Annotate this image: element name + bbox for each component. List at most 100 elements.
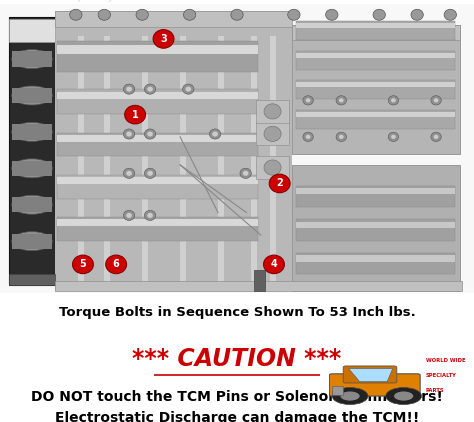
Circle shape — [183, 9, 196, 20]
Ellipse shape — [12, 86, 52, 105]
FancyBboxPatch shape — [343, 366, 397, 383]
Circle shape — [212, 132, 218, 137]
Text: 4: 4 — [271, 260, 277, 269]
Circle shape — [431, 132, 441, 141]
Circle shape — [391, 135, 396, 139]
Circle shape — [326, 9, 338, 20]
Bar — [296, 110, 455, 129]
Circle shape — [126, 132, 132, 137]
Circle shape — [210, 129, 221, 139]
Ellipse shape — [12, 232, 52, 251]
Bar — [296, 51, 455, 70]
Text: 3: 3 — [160, 34, 167, 44]
Circle shape — [388, 96, 399, 105]
Circle shape — [123, 84, 135, 94]
Ellipse shape — [12, 159, 52, 178]
Circle shape — [185, 87, 191, 92]
Bar — [296, 222, 455, 228]
Bar — [180, 36, 186, 283]
Bar — [256, 100, 289, 123]
Bar — [12, 197, 52, 212]
Circle shape — [306, 98, 310, 103]
Bar — [12, 124, 52, 140]
Bar — [55, 281, 462, 291]
Circle shape — [264, 126, 281, 141]
Bar — [12, 51, 52, 67]
Circle shape — [125, 106, 146, 124]
Bar — [55, 11, 292, 27]
Bar — [9, 19, 55, 42]
Circle shape — [264, 104, 281, 119]
Circle shape — [123, 168, 135, 179]
Circle shape — [153, 30, 174, 48]
Circle shape — [145, 210, 156, 220]
Bar — [296, 23, 455, 28]
Text: Torque Bolts in Sequence Shown To 53 Inch lbs.: Torque Bolts in Sequence Shown To 53 Inc… — [59, 306, 415, 319]
Circle shape — [70, 9, 82, 20]
Circle shape — [240, 168, 251, 179]
Circle shape — [388, 132, 399, 141]
Circle shape — [386, 387, 421, 405]
Circle shape — [126, 171, 132, 176]
Bar — [296, 82, 455, 87]
Bar — [57, 41, 258, 72]
Circle shape — [434, 135, 438, 139]
Ellipse shape — [12, 49, 52, 68]
Bar — [57, 44, 258, 54]
Bar — [57, 135, 258, 142]
Circle shape — [147, 171, 153, 176]
Text: Electrostatic Discharge can damage the TCM!!: Electrostatic Discharge can damage the T… — [55, 411, 419, 422]
Bar — [12, 88, 52, 103]
Text: 1: 1 — [132, 110, 138, 120]
Circle shape — [303, 132, 313, 141]
Bar — [12, 161, 52, 176]
Circle shape — [336, 132, 346, 141]
Bar — [254, 270, 265, 291]
Circle shape — [306, 135, 310, 139]
Bar — [78, 36, 84, 283]
Bar — [296, 112, 455, 117]
Bar — [0, 4, 474, 293]
Circle shape — [145, 84, 156, 94]
Circle shape — [73, 255, 93, 273]
Bar — [332, 386, 343, 395]
Ellipse shape — [12, 195, 52, 214]
FancyBboxPatch shape — [329, 374, 420, 396]
Circle shape — [288, 9, 300, 20]
Polygon shape — [349, 368, 392, 381]
Bar — [55, 11, 292, 291]
Bar — [296, 80, 455, 99]
Circle shape — [340, 392, 360, 400]
Bar — [9, 17, 55, 285]
Text: ©World Wide Specialty Parts: ©World Wide Specialty Parts — [9, 0, 140, 2]
Circle shape — [394, 392, 413, 400]
Circle shape — [411, 9, 423, 20]
Circle shape — [126, 213, 132, 218]
Circle shape — [391, 98, 396, 103]
Bar — [296, 21, 455, 40]
Circle shape — [303, 96, 313, 105]
Bar — [57, 219, 258, 226]
Circle shape — [147, 87, 153, 92]
Bar — [256, 122, 289, 145]
Circle shape — [145, 168, 156, 179]
Circle shape — [123, 129, 135, 139]
Text: SPECIALTY: SPECIALTY — [426, 373, 456, 378]
Circle shape — [373, 9, 385, 20]
Text: 2: 2 — [276, 179, 283, 189]
Circle shape — [434, 98, 438, 103]
Circle shape — [264, 255, 284, 273]
Circle shape — [332, 387, 368, 405]
Circle shape — [147, 132, 153, 137]
Circle shape — [264, 160, 281, 175]
Circle shape — [182, 84, 194, 94]
Circle shape — [336, 96, 346, 105]
Ellipse shape — [12, 122, 52, 141]
Bar — [57, 177, 258, 184]
Text: 5: 5 — [80, 260, 86, 269]
Circle shape — [126, 87, 132, 92]
Bar — [256, 156, 289, 179]
Bar — [292, 25, 460, 40]
Circle shape — [444, 9, 456, 20]
Text: 6: 6 — [113, 260, 119, 269]
